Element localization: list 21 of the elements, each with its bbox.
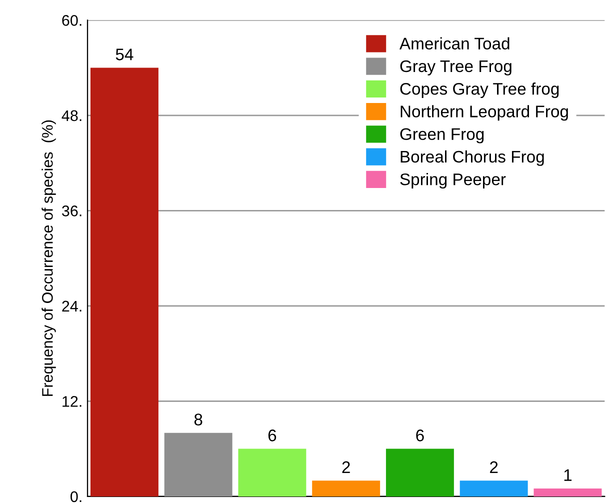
- data-label: 54: [116, 48, 134, 60]
- y-tick-label: 24.: [62, 300, 82, 312]
- data-label: 1: [564, 469, 572, 481]
- data-label: 8: [194, 414, 202, 426]
- data-label: 6: [416, 430, 424, 442]
- legend-label: American Toad: [399, 37, 510, 50]
- data-label: 2: [342, 461, 350, 473]
- data-label: 2: [490, 461, 498, 473]
- legend-label: Copes Gray Tree frog: [400, 82, 559, 98]
- y-tick-label: 36.: [62, 206, 82, 216]
- legend-label: Northern Leopard Frog: [400, 105, 568, 121]
- y-axis-title: Frequency of Occurrence of species (%): [42, 120, 56, 396]
- y-tick-label: 60.: [62, 15, 82, 26]
- y-tick-label: 48.: [62, 110, 82, 122]
- legend-label: Boreal Chorus Frog: [400, 150, 544, 166]
- y-tick-label: 0.: [70, 491, 82, 502]
- data-label: 6: [268, 430, 276, 442]
- legend-label: Spring Peeper: [400, 173, 506, 189]
- y-tick-label: 12.: [62, 396, 82, 407]
- legend-label: Gray Tree Frog: [400, 60, 512, 76]
- legend-label: Green Frog: [400, 128, 484, 144]
